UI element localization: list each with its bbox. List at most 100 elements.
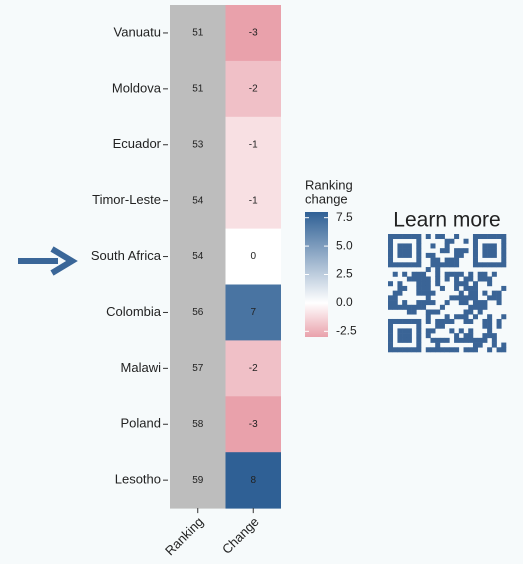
ranking-cell <box>170 5 226 62</box>
qr-module <box>487 347 493 353</box>
ranking-cell <box>170 452 226 509</box>
qr-module <box>416 257 422 263</box>
legend-title: change <box>305 191 348 206</box>
qr-module <box>416 333 422 339</box>
qr-module <box>388 238 394 244</box>
qr-module <box>392 295 398 301</box>
ranking-cell <box>170 228 226 285</box>
qr-module <box>402 285 408 291</box>
qr-module <box>487 243 493 249</box>
qr-module <box>388 252 394 258</box>
qr-module <box>416 300 422 306</box>
qr-module <box>388 304 394 310</box>
qr-module <box>430 262 436 268</box>
qr-module <box>406 328 412 334</box>
qr-module <box>397 333 403 339</box>
qr-module <box>439 337 445 343</box>
qr-module <box>472 314 478 320</box>
qr-module <box>406 318 412 324</box>
qr-module <box>435 267 441 273</box>
cell-label: 58 <box>192 419 204 430</box>
qr-module <box>416 304 422 310</box>
qr-module <box>449 262 455 268</box>
qr-module <box>454 295 460 301</box>
qr-module <box>491 262 497 268</box>
qr-module <box>388 333 394 339</box>
qr-module <box>477 304 483 310</box>
qr-module <box>411 318 417 324</box>
qr-module <box>454 248 460 254</box>
y-tick-label: Vanuatu <box>114 24 161 39</box>
ranking-cell <box>170 396 226 453</box>
qr-module <box>472 262 478 268</box>
qr-module <box>411 347 417 353</box>
qr-module <box>416 318 422 324</box>
qr-module <box>411 276 417 282</box>
qr-module <box>472 300 478 306</box>
qr-module <box>463 248 469 254</box>
qr-module <box>392 304 398 310</box>
qr-module <box>425 234 431 240</box>
qr-module <box>458 281 464 287</box>
qr-module <box>416 285 422 291</box>
qr-module <box>402 300 408 306</box>
qr-module <box>463 295 469 301</box>
colorbar-tick-label: -2.5 <box>336 323 357 337</box>
qr-module <box>397 304 403 310</box>
cell-label: 59 <box>192 475 204 486</box>
qr-module <box>491 333 497 339</box>
qr-module <box>454 252 460 258</box>
qr-module <box>449 328 455 334</box>
qr-module <box>454 314 460 320</box>
qr-module <box>402 337 408 343</box>
qr-module <box>430 309 436 315</box>
qr-module <box>425 290 431 296</box>
qr-module <box>406 276 412 282</box>
qr-module <box>491 290 497 296</box>
qr-module <box>501 248 507 254</box>
cell-label: 54 <box>192 195 204 206</box>
qr-module <box>468 347 474 353</box>
qr-module <box>468 337 474 343</box>
qr-module <box>487 314 493 320</box>
qr-module <box>491 252 497 258</box>
qr-module <box>439 304 445 310</box>
qr-module <box>402 252 408 258</box>
qr-module <box>435 276 441 282</box>
qr-module <box>416 243 422 249</box>
qr-module <box>402 271 408 277</box>
qr-module <box>430 337 436 343</box>
y-tick-label: Ecuador <box>113 136 162 151</box>
qr-module <box>468 309 474 315</box>
qr-module <box>430 257 436 263</box>
qr-module <box>454 271 460 277</box>
qr-module <box>397 243 403 249</box>
qr-module <box>425 309 431 315</box>
qr-module <box>444 276 450 282</box>
change-cell <box>225 5 281 62</box>
cell-label: 57 <box>192 363 204 374</box>
qr-module <box>477 309 483 315</box>
qr-module <box>411 262 417 268</box>
qr-module <box>406 243 412 249</box>
qr-module <box>468 318 474 324</box>
qr-module <box>388 347 394 353</box>
qr-module <box>501 234 507 240</box>
y-tick-label: Lesotho <box>115 472 161 487</box>
qr-module <box>388 337 394 343</box>
qr-module <box>388 281 394 287</box>
qr-module <box>416 290 422 296</box>
qr-module <box>397 318 403 324</box>
qr-module <box>501 257 507 263</box>
qr-module <box>425 295 431 301</box>
qr-module <box>491 248 497 254</box>
cell-label: 54 <box>192 251 204 262</box>
colorbar-tick-label: 0.0 <box>336 295 353 309</box>
qr-module <box>435 347 441 353</box>
qr-module <box>416 328 422 334</box>
qr-module <box>425 347 431 353</box>
qr-module <box>472 285 478 291</box>
qr-module <box>501 314 507 320</box>
cell-label: 53 <box>192 139 204 150</box>
qr-module <box>496 300 502 306</box>
